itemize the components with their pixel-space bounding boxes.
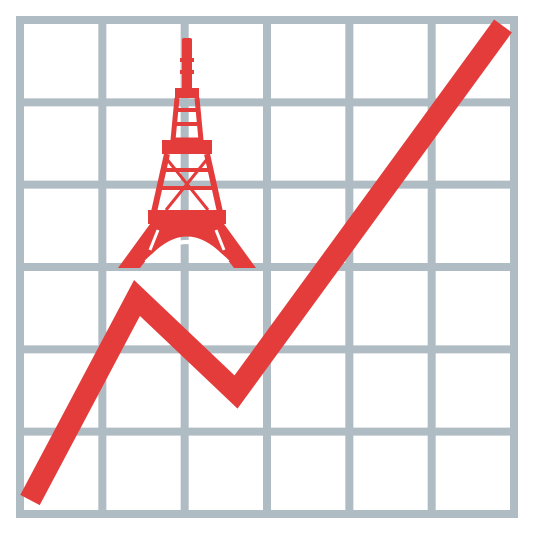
trend-line: [20, 19, 512, 506]
tokyo-tower-icon: [118, 38, 256, 268]
